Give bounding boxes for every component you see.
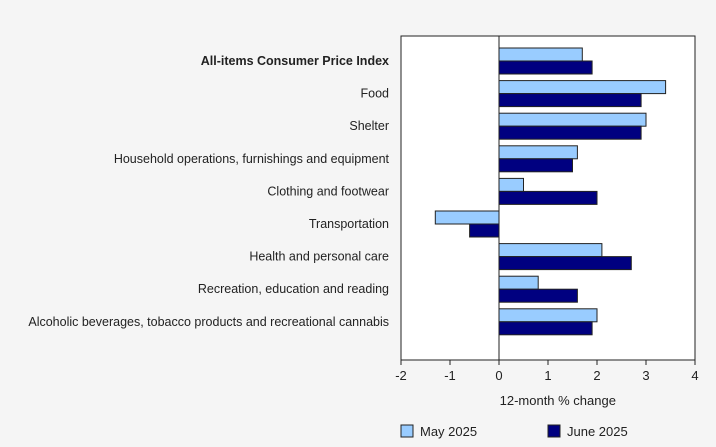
legend-swatch-0 (400, 424, 414, 438)
bar-series2-6 (498, 256, 632, 271)
category-label-0: All-items Consumer Price Index (201, 54, 389, 68)
x-tick-label-5: 3 (642, 368, 649, 383)
legend-label-1: June 2025 (567, 424, 628, 439)
category-label-2: Shelter (349, 119, 389, 133)
bar-series1-3 (498, 145, 578, 160)
category-label-8: Alcoholic beverages, tobacco products an… (28, 315, 389, 329)
bar-series2-7 (498, 288, 578, 303)
bar-series2-3 (498, 158, 573, 173)
bar-series1-8 (498, 308, 598, 323)
category-label-3: Household operations, furnishings and eq… (114, 152, 390, 166)
bar-series1-4 (498, 177, 524, 192)
bar-series1-5 (434, 210, 500, 225)
bar-series2-5 (469, 223, 500, 238)
x-tick-label-6: 4 (691, 368, 698, 383)
x-tick-label-0: -2 (395, 368, 407, 383)
category-labels: All-items Consumer Price Index Food Shelte… (28, 54, 389, 329)
x-tick-label-4: 2 (593, 368, 600, 383)
legend-label-0: May 2025 (420, 424, 477, 439)
bars-layer (434, 47, 667, 336)
category-label-6: Health and personal care (249, 250, 389, 264)
x-axis-ticks: -2 -1 0 1 2 3 4 (395, 360, 699, 383)
bar-series2-2 (498, 125, 642, 140)
category-label-7: Recreation, education and reading (198, 282, 389, 296)
x-tick-label-1: -1 (444, 368, 456, 383)
category-label-4: Clothing and footwear (267, 184, 389, 198)
category-label-5: Transportation (309, 217, 389, 231)
x-tick-label-2: 0 (495, 368, 502, 383)
bar-series1-0 (498, 47, 583, 62)
legend: May 2025 June 2025 (400, 424, 628, 439)
bar-series1-1 (498, 80, 667, 95)
bar-series1-6 (498, 243, 603, 258)
bar-series1-2 (498, 112, 647, 127)
x-axis-title: 12-month % change (500, 393, 616, 408)
bar-series2-4 (498, 190, 598, 205)
bar-series2-0 (498, 60, 593, 75)
bar-series2-8 (498, 321, 593, 336)
bar-series1-7 (498, 275, 539, 290)
legend-swatch-1 (547, 424, 561, 438)
x-tick-label-3: 1 (544, 368, 551, 383)
category-label-1: Food (361, 87, 390, 101)
bar-series2-1 (498, 93, 642, 108)
